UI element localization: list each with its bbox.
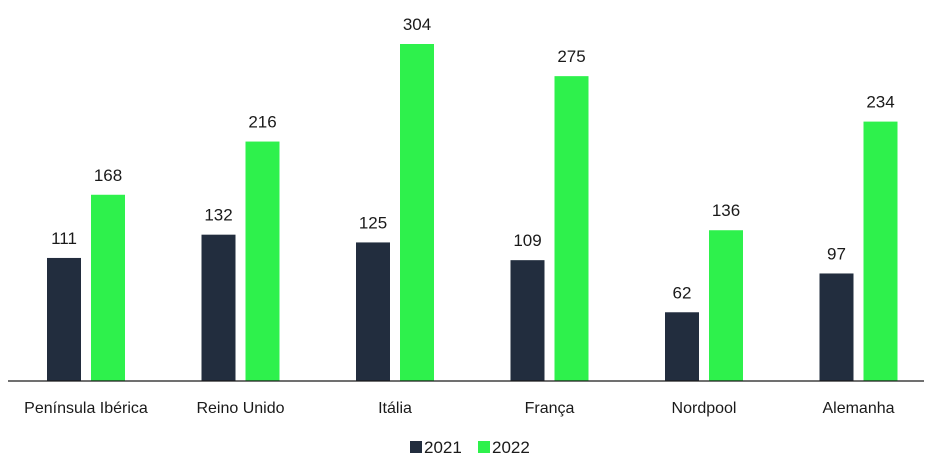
legend-swatch-2022 <box>478 441 490 453</box>
bar-2021-5 <box>819 273 854 381</box>
bar-2022-1 <box>245 141 280 381</box>
bar-2022-0 <box>91 194 125 381</box>
value-label-2021-2: 125 <box>359 213 387 232</box>
bar-2022-4 <box>709 230 743 381</box>
legend: 2021 2022 <box>410 438 530 457</box>
value-label-2021-4: 62 <box>673 283 692 302</box>
category-label-4: Nordpool <box>672 400 737 417</box>
bar-2022-3 <box>554 76 589 382</box>
value-label-2022-1: 216 <box>248 113 276 132</box>
bar-2021-3 <box>510 260 545 381</box>
value-label-2021-1: 132 <box>204 206 232 225</box>
value-label-2021-0: 111 <box>51 229 77 248</box>
bar-2021-4 <box>665 312 699 381</box>
bar-2021-2 <box>356 242 390 381</box>
value-label-2022-0: 168 <box>94 166 122 185</box>
bar-2022-2 <box>400 44 434 381</box>
bar-2021-1 <box>201 234 236 381</box>
category-label-2: Itália <box>378 400 412 417</box>
legend-swatch-2021 <box>410 441 422 453</box>
value-label-2022-4: 136 <box>712 201 740 220</box>
category-label-3: França <box>525 400 575 417</box>
value-label-2022-3: 275 <box>557 47 585 66</box>
bar-2021-0 <box>47 257 81 381</box>
category-labels-group: Península Ibérica Reino Unido Itália França… <box>24 400 894 417</box>
bar-2022-5 <box>863 121 898 381</box>
value-label-2022-5: 234 <box>866 93 894 112</box>
category-label-5: Alemanha <box>822 400 894 417</box>
value-label-2022-2: 304 <box>403 15 431 34</box>
value-label-2021-3: 109 <box>513 231 541 250</box>
bars-group <box>47 44 898 382</box>
legend-label-2021: 2021 <box>424 438 462 457</box>
legend-label-2022: 2022 <box>492 438 530 457</box>
value-label-2021-5: 97 <box>827 244 846 263</box>
category-label-0: Península Ibérica <box>24 400 148 417</box>
category-label-1: Reino Unido <box>196 400 284 417</box>
value-labels-group: 111 168 132 216 125 304 109 275 62 136 97 234 <box>51 15 895 302</box>
